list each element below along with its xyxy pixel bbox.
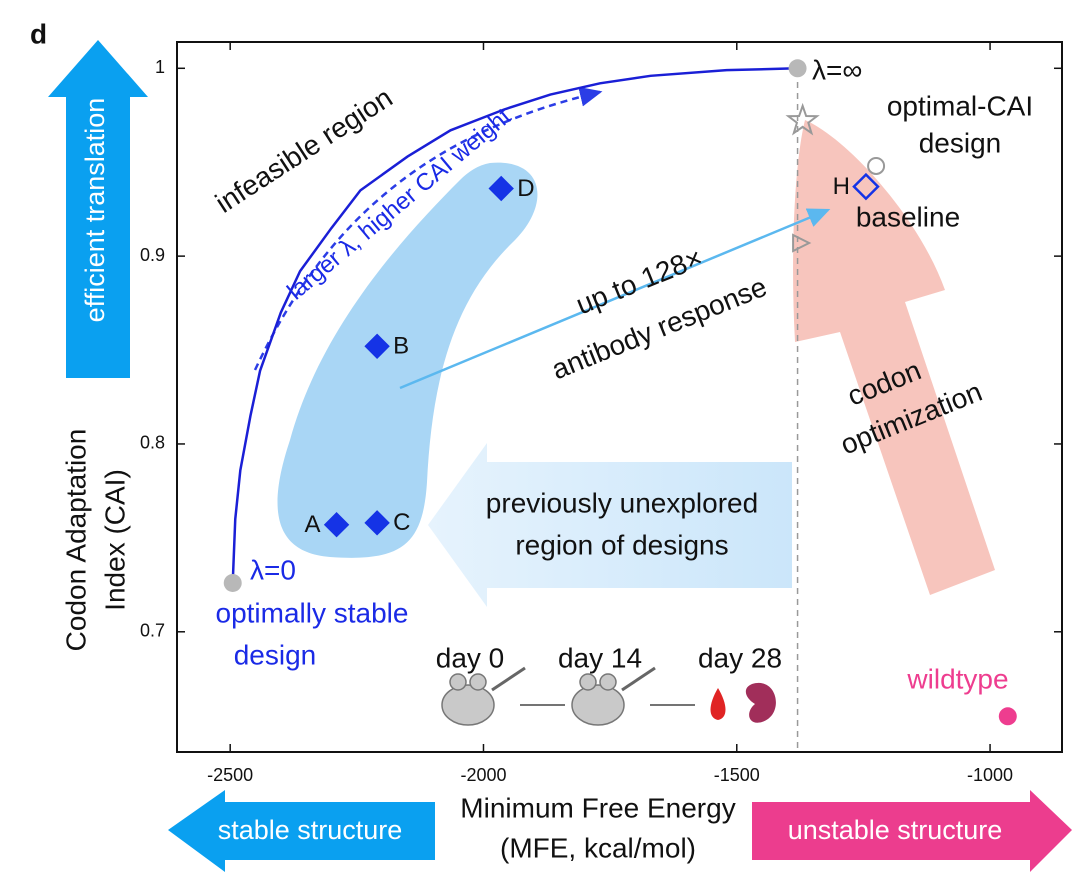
x-tick-label: -2000 (460, 765, 506, 785)
annotation: design (234, 639, 317, 670)
design-point (364, 510, 390, 536)
plot-frame (176, 41, 1063, 753)
plot: -2500 -2000 -1500 -1000 0.7 0.8 0.9 1 A C B D H (140, 41, 1063, 785)
pareto-curve (231, 67, 798, 584)
annotation: λ=0 (250, 554, 296, 585)
design-point (852, 172, 880, 201)
annotation: design (919, 127, 1002, 158)
point (223, 573, 242, 592)
annotation: optimal-CAI (887, 90, 1033, 121)
point (785, 102, 820, 136)
x-tick-label: -1000 (967, 765, 1013, 785)
point (788, 59, 807, 78)
day-label: day 28 (698, 642, 782, 673)
annotation: λ=∞ (812, 54, 862, 85)
lambda-arrow (253, 86, 603, 371)
y-tick-label: 0.8 (140, 433, 165, 453)
y-tick-label: 0.9 (140, 245, 165, 265)
design-blob (277, 162, 538, 558)
y-tick-label: 1 (155, 57, 165, 77)
annotation: wildtype (906, 663, 1008, 694)
point-label: H (833, 173, 850, 200)
point (867, 156, 886, 175)
up-arrow (48, 40, 148, 378)
design-point (323, 512, 350, 538)
annotation: previously unexplored (486, 487, 758, 518)
point-label: C (393, 509, 410, 536)
y-label: Index (CAI) (99, 469, 130, 611)
x-label: (MFE, kcal/mol) (500, 832, 696, 863)
design-point (488, 175, 514, 202)
annotation: region of designs (515, 529, 728, 560)
right-arrow-label: unstable structure (788, 815, 1003, 845)
annotation: optimally stable (216, 597, 409, 628)
design-point (364, 333, 390, 359)
timeline-icons (441, 666, 776, 726)
x-label: Minimum Free Energy (460, 792, 735, 823)
x-tick-label: -2500 (207, 765, 253, 785)
day-label: day 14 (558, 642, 642, 673)
point (792, 233, 812, 253)
point-label: D (517, 175, 534, 202)
y-tick-label: 0.7 (140, 621, 165, 641)
unexplored-arrow (428, 443, 792, 607)
x-tick-label: -1500 (714, 765, 760, 785)
left-arrow-label: stable structure (218, 815, 403, 845)
right-arrow (752, 790, 1072, 872)
point-label: A (305, 511, 321, 538)
up-arrow-label: efficient translation (80, 98, 110, 323)
point (998, 707, 1017, 726)
y-label: Codon Adaptation (60, 429, 91, 652)
codon-arrow (793, 120, 995, 595)
response-arrow (399, 208, 831, 390)
panel-label: d (30, 18, 47, 49)
annotation: baseline (856, 201, 960, 232)
left-arrow (168, 790, 435, 872)
day-label: day 0 (436, 642, 505, 673)
point-label: B (393, 333, 409, 360)
annotation: infeasible region (210, 82, 398, 219)
